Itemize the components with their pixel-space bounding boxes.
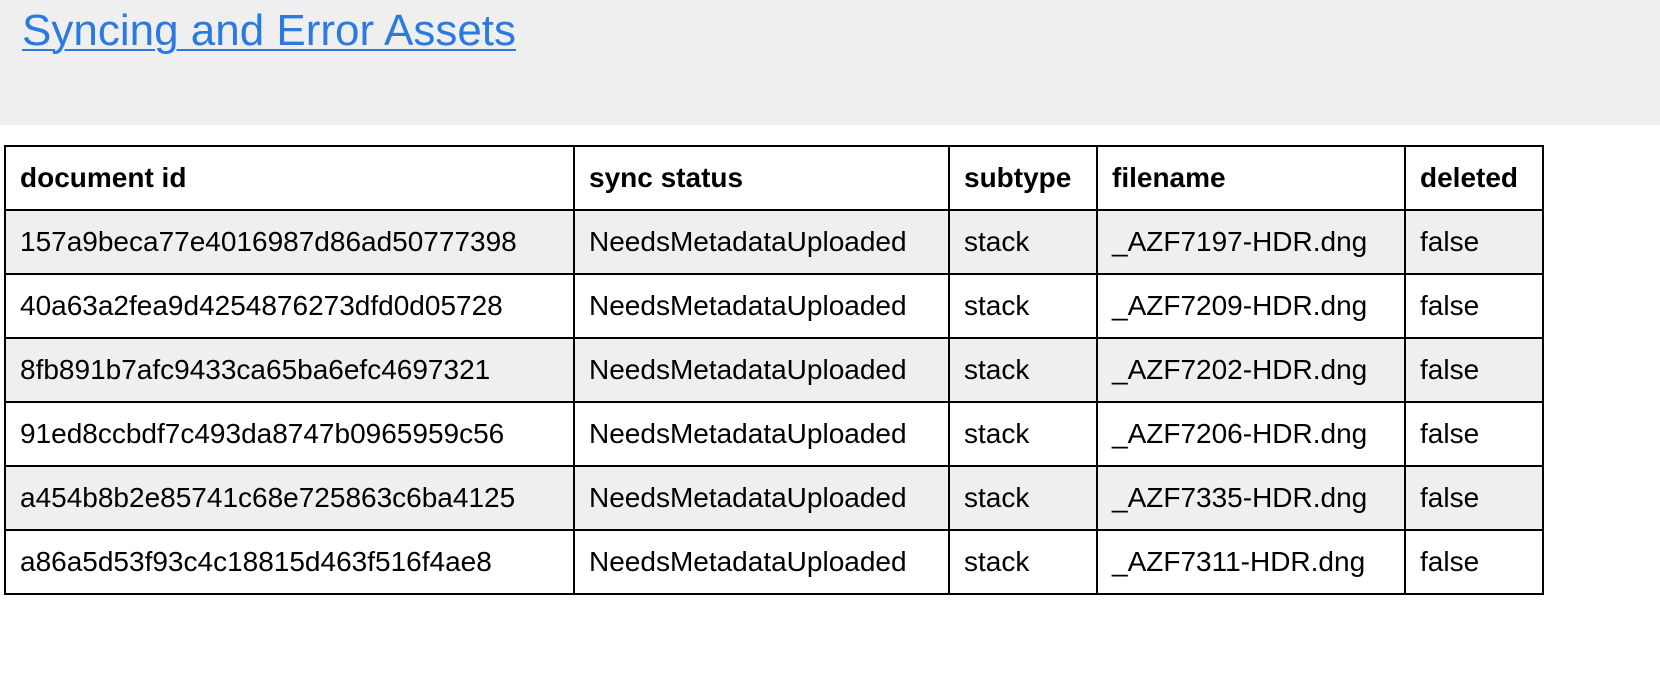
table-row: 8fb891b7afc9433ca65ba6efc4697321 NeedsMet… (4, 337, 1544, 403)
table-header-row: document id sync status subtype filename… (4, 145, 1544, 211)
assets-table: document id sync status subtype filename… (4, 145, 1544, 595)
cell-filename: _AZF7335-HDR.dng (1096, 465, 1406, 531)
cell-deleted: false (1404, 529, 1544, 595)
table-row: 157a9beca77e4016987d86ad50777398 NeedsMet… (4, 209, 1544, 275)
column-header-document-id: document id (4, 145, 575, 211)
column-header-deleted: deleted (1404, 145, 1544, 211)
cell-filename: _AZF7202-HDR.dng (1096, 337, 1406, 403)
column-header-sync-status: sync status (573, 145, 950, 211)
cell-sync-status: NeedsMetadataUploaded (573, 209, 950, 275)
cell-subtype: stack (948, 401, 1098, 467)
page-header: Syncing and Error Assets (0, 0, 1660, 125)
cell-filename: _AZF7206-HDR.dng (1096, 401, 1406, 467)
cell-filename: _AZF7209-HDR.dng (1096, 273, 1406, 339)
cell-deleted: false (1404, 273, 1544, 339)
cell-deleted: false (1404, 337, 1544, 403)
column-header-subtype: subtype (948, 145, 1098, 211)
table-row: a454b8b2e85741c68e725863c6ba4125 NeedsMet… (4, 465, 1544, 531)
cell-deleted: false (1404, 209, 1544, 275)
cell-sync-status: NeedsMetadataUploaded (573, 465, 950, 531)
cell-deleted: false (1404, 465, 1544, 531)
cell-sync-status: NeedsMetadataUploaded (573, 337, 950, 403)
page-title-link[interactable]: Syncing and Error Assets (22, 6, 517, 55)
cell-subtype: stack (948, 273, 1098, 339)
cell-document-id: a86a5d53f93c4c18815d463f516f4ae8 (4, 529, 575, 595)
cell-document-id: 40a63a2fea9d4254876273dfd0d05728 (4, 273, 575, 339)
cell-subtype: stack (948, 337, 1098, 403)
table-row: 91ed8ccbdf7c493da8747b0965959c56 NeedsMet… (4, 401, 1544, 467)
cell-subtype: stack (948, 529, 1098, 595)
column-header-filename: filename (1096, 145, 1406, 211)
cell-document-id: 91ed8ccbdf7c493da8747b0965959c56 (4, 401, 575, 467)
cell-sync-status: NeedsMetadataUploaded (573, 401, 950, 467)
cell-document-id: 157a9beca77e4016987d86ad50777398 (4, 209, 575, 275)
cell-document-id: a454b8b2e85741c68e725863c6ba4125 (4, 465, 575, 531)
cell-sync-status: NeedsMetadataUploaded (573, 529, 950, 595)
table-row: 40a63a2fea9d4254876273dfd0d05728 NeedsMet… (4, 273, 1544, 339)
cell-deleted: false (1404, 401, 1544, 467)
cell-subtype: stack (948, 209, 1098, 275)
cell-filename: _AZF7197-HDR.dng (1096, 209, 1406, 275)
cell-sync-status: NeedsMetadataUploaded (573, 273, 950, 339)
cell-document-id: 8fb891b7afc9433ca65ba6efc4697321 (4, 337, 575, 403)
cell-filename: _AZF7311-HDR.dng (1096, 529, 1406, 595)
table-row: a86a5d53f93c4c18815d463f516f4ae8 NeedsMet… (4, 529, 1544, 595)
cell-subtype: stack (948, 465, 1098, 531)
